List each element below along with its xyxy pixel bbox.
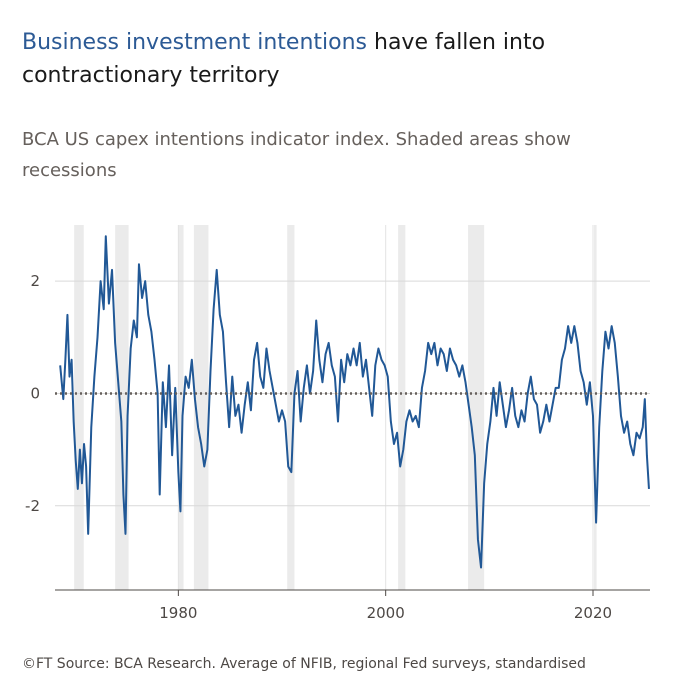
recession-band — [398, 225, 406, 590]
recession-band — [594, 225, 597, 590]
recession-band — [468, 225, 485, 590]
title-highlight: Business investment intentions — [22, 30, 367, 55]
chart-subtitle: BCA US capex intentions indicator index.… — [22, 129, 571, 181]
title-rest: have fallen into contractionary territor… — [22, 30, 546, 88]
x-tick-label: 2020 — [574, 604, 612, 622]
chart-title: Business investment intentions have fall… — [22, 26, 582, 92]
source-note: ©FT Source: BCA Research. Average of NFI… — [22, 656, 586, 672]
y-tick-label: 0 — [30, 384, 40, 402]
recession-band — [193, 225, 209, 590]
recession-band — [178, 225, 184, 590]
recession-band — [287, 225, 295, 590]
data-line — [59, 235, 650, 569]
y-tick-label: 2 — [30, 272, 40, 290]
x-tick-label: 2000 — [367, 604, 405, 622]
recession-band — [115, 225, 129, 590]
x-tick-label: 1980 — [159, 604, 197, 622]
y-tick-label: -2 — [25, 497, 40, 515]
recession-band — [74, 225, 84, 590]
